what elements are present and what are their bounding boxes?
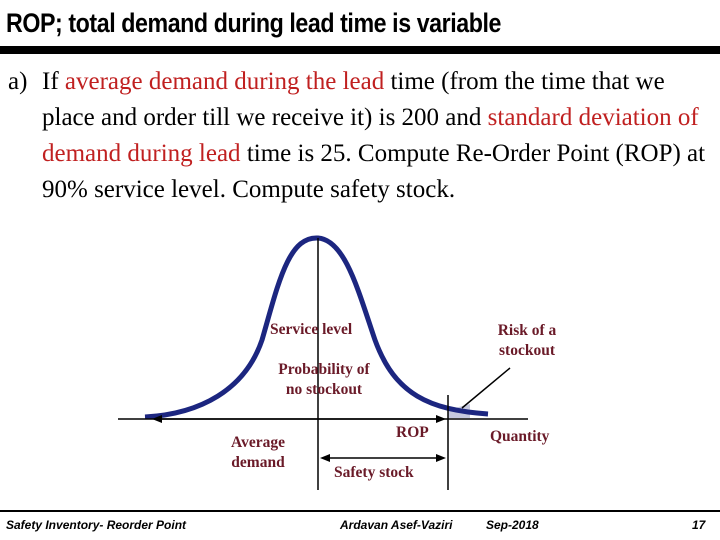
question-part: time (from the time that we place and or…	[42, 68, 665, 131]
safety-stock-label: Safety stock	[334, 464, 414, 481]
risk-line2: stockout	[499, 342, 555, 359]
question-block: a) If average demand during the lead tim…	[8, 64, 708, 208]
title-underline	[0, 46, 720, 54]
ss-arrow-left	[320, 454, 330, 462]
risk-line1: Risk of a	[497, 322, 557, 339]
question-part: If	[42, 68, 65, 95]
footer-date: Sep-2018	[486, 518, 539, 532]
average-line1: Average	[231, 434, 285, 451]
ss-arrow-right	[436, 454, 446, 462]
quantity-label: Quantity	[490, 428, 550, 445]
risk-pointer	[461, 367, 511, 409]
footer-author: Ardavan Asef-Vaziri	[340, 518, 453, 532]
probability-label: Probability of no stockout	[268, 360, 380, 400]
probability-line1: Probability of	[278, 361, 370, 378]
question-text: If average demand during the lead time (…	[42, 64, 708, 208]
question-highlight: average demand during the lead	[64, 68, 385, 95]
page-number: 17	[692, 518, 706, 532]
footer-left: Safety Inventory- Reorder Point	[6, 518, 187, 532]
slide-title: ROP; total demand during lead time is va…	[6, 8, 502, 38]
arrow-head-right	[436, 415, 446, 423]
risk-label: Risk of a stockout	[482, 321, 572, 361]
service-level-label: Service level	[270, 321, 353, 338]
question-label: a)	[8, 68, 28, 95]
average-demand-label: Average demand	[222, 433, 294, 473]
average-line2: demand	[231, 454, 285, 471]
arrow-head-left	[152, 415, 162, 423]
rop-label: ROP	[396, 424, 429, 441]
question-highlight: standard deviation of demand during lead	[42, 104, 699, 167]
question-part: time is 25. Compute Re-Order Point (ROP)…	[42, 140, 706, 203]
probability-line2: no stockout	[285, 381, 363, 398]
footer-rule	[0, 510, 720, 512]
